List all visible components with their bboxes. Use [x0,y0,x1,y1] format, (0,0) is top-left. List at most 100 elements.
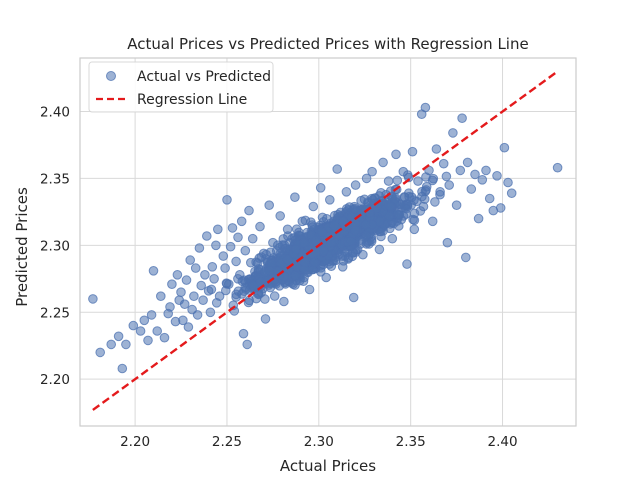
scatter-point [159,332,170,343]
scatter-point [473,213,484,224]
scatter-point [315,183,326,193]
scatter-point [394,210,404,220]
scatter-point [238,328,249,339]
scatter-point [135,326,146,336]
scatter-point [244,205,254,216]
scatter-point [165,302,175,312]
scatter-point [183,322,194,332]
scatter-point [152,326,162,336]
scatter-point [209,274,219,284]
scatter-point [279,296,289,307]
scatter-point [117,363,128,374]
scatter-point [128,320,139,331]
scatter-point [255,221,265,232]
scatter-point [318,246,329,257]
scatter-point [300,215,311,226]
scatter-point [294,227,304,238]
scatter-point [299,238,309,248]
y-tick-label: 2.40 [40,105,70,121]
scatter-point [106,339,116,350]
scatter-point [499,142,510,153]
scatter-point [194,243,205,253]
scatter-point [431,144,442,154]
scatter-point [299,272,309,283]
scatter-point [307,222,318,232]
scatter-point [288,279,298,290]
scatter-point [231,256,241,267]
scatter-point [332,164,343,174]
scatter-point [146,310,157,320]
scatter-point [361,230,372,241]
scatter-point [552,162,563,173]
scatter-point [413,176,423,186]
x-tick-label: 2.20 [120,434,150,450]
scatter-point [198,295,208,306]
scatter-point [503,177,513,188]
scatter-point [321,272,332,283]
scatter-point [361,173,372,184]
scatter-point [435,189,445,200]
scatter-point [240,245,251,256]
scatter-point [310,235,321,246]
scatter-point [409,224,420,235]
scatter-point [441,171,452,182]
scatter-point [427,216,438,227]
scatter-point [211,240,221,251]
scatter-point [461,252,471,263]
scatter-point [290,192,300,202]
scatter-point [255,277,266,287]
scatter-point [378,157,388,168]
scatter-point [455,165,466,176]
scatter-point [260,314,271,324]
scatter-point [202,231,212,241]
scatter-point [430,197,440,207]
scatter-point [304,284,315,295]
x-tick-label: 2.40 [487,434,517,450]
scatter-point [492,171,502,181]
scatter-point [317,212,328,223]
scatter-point [394,221,404,231]
scatter-point [167,279,177,290]
scatter-point [282,254,293,265]
x-tick-label: 2.35 [396,434,426,450]
scatter-point [495,203,506,213]
x-tick-label: 2.30 [304,434,334,450]
scatter-point [457,113,467,123]
scatter-point [417,191,427,202]
scatter-point [213,224,223,235]
scatter-point [387,233,398,244]
scatter-point [233,232,243,243]
scatter-point [264,200,275,210]
scatter-point [374,244,385,255]
scatter-point [269,291,280,301]
scatter-point [341,187,352,197]
scatter-point [329,220,339,231]
scatter-point [384,211,395,221]
scatter-point [143,335,153,346]
legend-marker-scatter [106,71,116,81]
scatter-point [236,216,247,227]
scatter-point [218,251,229,261]
scatter-point [427,175,438,186]
scatter-point [121,339,131,350]
legend: Actual vs Predicted Regression Line [88,61,274,113]
scatter-point [385,201,396,211]
scatter-point [181,275,192,285]
y-axis-label: Predicted Prices [13,187,31,307]
scatter-point [273,240,283,250]
scatter-point [402,259,412,269]
scatter-point [415,206,426,216]
scatter-point [481,165,491,176]
scatter-point [317,227,327,237]
scatter-point [470,169,480,180]
scatter-point [176,287,186,298]
scatter-point [421,185,431,195]
scatter-point [200,270,210,280]
scatter-point [192,310,203,320]
scatter-point [227,223,238,233]
scatter-point [444,180,455,190]
scatter-point [409,215,420,226]
scatter-point [211,298,222,308]
scatter-point [292,261,302,272]
scatter-point [179,299,190,310]
